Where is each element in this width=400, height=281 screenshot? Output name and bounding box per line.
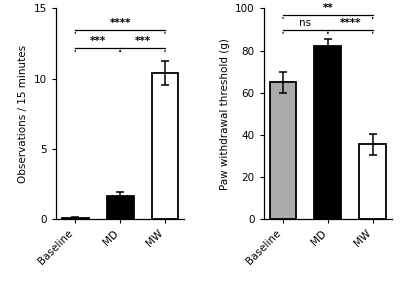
Text: ***: *** xyxy=(134,36,151,46)
Text: **: ** xyxy=(322,3,333,13)
Bar xyxy=(107,196,134,219)
Y-axis label: Observations / 15 minutes: Observations / 15 minutes xyxy=(18,45,28,183)
Text: ****: **** xyxy=(109,18,131,28)
Text: ****: **** xyxy=(340,18,361,28)
Text: ***: *** xyxy=(90,36,106,46)
Text: ns: ns xyxy=(299,18,312,28)
Bar xyxy=(270,82,296,219)
Bar xyxy=(152,73,178,219)
Bar xyxy=(359,144,386,219)
Y-axis label: Paw withdrawal threshold (g): Paw withdrawal threshold (g) xyxy=(220,38,230,190)
Bar xyxy=(314,46,341,219)
